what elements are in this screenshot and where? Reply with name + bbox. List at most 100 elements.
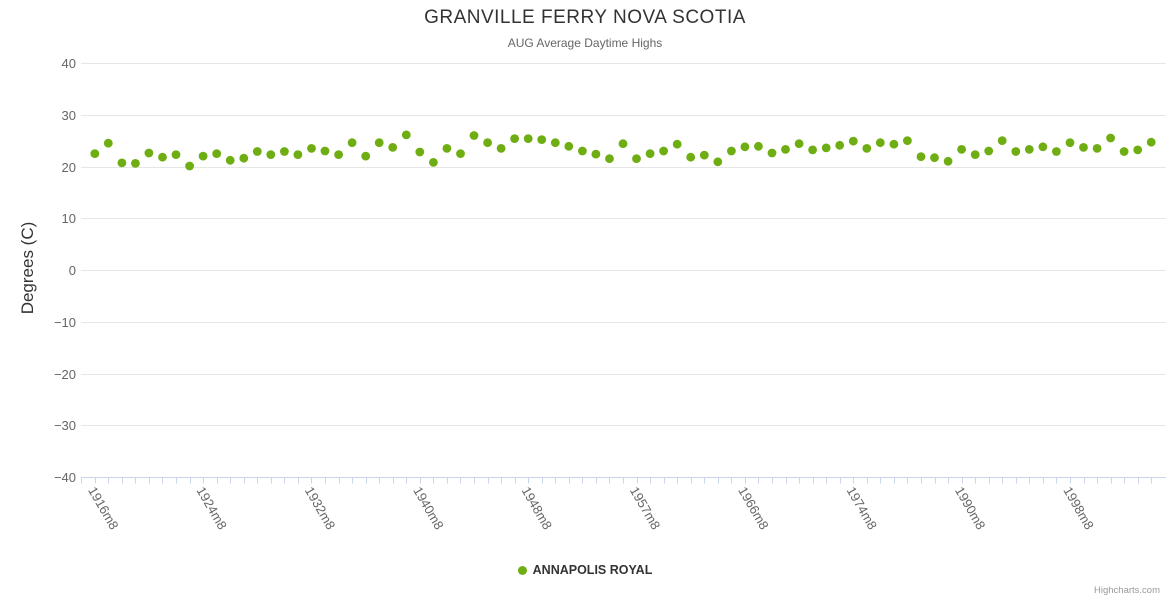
data-point[interactable]: [645, 149, 655, 159]
data-point[interactable]: [1038, 142, 1048, 152]
data-point[interactable]: [699, 150, 709, 160]
x-axis-tick-label: 1990m8: [952, 484, 988, 532]
data-point[interactable]: [564, 141, 574, 151]
legend-item-annapolis-royal[interactable]: ANNAPOLIS ROYAL: [0, 563, 1170, 577]
y-axis-tick-label: 0: [69, 263, 76, 278]
data-point[interactable]: [1119, 147, 1129, 156]
data-point[interactable]: [171, 150, 181, 160]
data-point[interactable]: [117, 158, 127, 168]
data-point[interactable]: [754, 141, 763, 151]
data-point[interactable]: [930, 153, 939, 163]
x-axis-tick-label: 1957m8: [627, 484, 663, 532]
data-point[interactable]: [578, 146, 587, 156]
data-point[interactable]: [388, 143, 398, 152]
data-point[interactable]: [1133, 145, 1143, 155]
data-point[interactable]: [252, 147, 262, 156]
data-point[interactable]: [483, 138, 492, 148]
data-point[interactable]: [361, 151, 371, 161]
y-axis-tick-label: 40: [62, 56, 76, 71]
data-point[interactable]: [1079, 143, 1088, 152]
data-point[interactable]: [848, 136, 858, 146]
data-point[interactable]: [713, 157, 723, 167]
data-point[interactable]: [334, 150, 343, 160]
data-point[interactable]: [591, 149, 601, 159]
data-point[interactable]: [510, 134, 519, 144]
x-axis-tick-label: 1948m8: [519, 484, 555, 532]
data-point[interactable]: [916, 152, 926, 162]
data-point[interactable]: [862, 144, 872, 153]
data-point[interactable]: [618, 139, 628, 149]
data-point[interactable]: [1106, 133, 1115, 143]
data-point[interactable]: [307, 144, 316, 153]
y-axis-tick-label: −40: [54, 470, 76, 485]
data-point[interactable]: [374, 138, 384, 148]
data-point[interactable]: [429, 158, 438, 167]
data-point[interactable]: [185, 161, 195, 171]
data-point[interactable]: [794, 139, 804, 149]
data-point[interactable]: [903, 136, 912, 146]
data-point[interactable]: [889, 139, 899, 149]
data-point[interactable]: [781, 145, 790, 154]
data-point[interactable]: [1052, 147, 1061, 156]
data-point[interactable]: [997, 136, 1007, 146]
data-point[interactable]: [875, 138, 885, 148]
y-axis-tick-label: 30: [62, 108, 76, 123]
data-point[interactable]: [496, 144, 506, 153]
data-point[interactable]: [767, 148, 777, 158]
y-axis-tick-label: −10: [54, 315, 76, 330]
chart-subtitle: AUG Average Daytime Highs: [507, 36, 663, 50]
data-point[interactable]: [957, 145, 966, 154]
data-point[interactable]: [740, 142, 750, 152]
data-point[interactable]: [727, 146, 736, 156]
data-point[interactable]: [1065, 138, 1075, 148]
data-point[interactable]: [835, 140, 845, 150]
data-point[interactable]: [1024, 145, 1034, 154]
data-point[interactable]: [523, 134, 533, 144]
data-point[interactable]: [808, 145, 817, 155]
x-axis-tick-label: 1932m8: [302, 484, 338, 532]
data-point[interactable]: [943, 156, 953, 166]
data-point[interactable]: [347, 138, 357, 148]
data-point[interactable]: [131, 159, 140, 168]
data-point[interactable]: [415, 147, 425, 157]
data-point[interactable]: [469, 131, 479, 140]
data-point[interactable]: [144, 148, 154, 158]
data-point[interactable]: [659, 146, 668, 156]
data-point[interactable]: [401, 130, 411, 140]
x-axis-tick-label: 1916m8: [85, 484, 121, 532]
data-point[interactable]: [442, 144, 452, 153]
y-axis-tick-label: 10: [62, 211, 76, 226]
x-axis-tick-label: 1998m8: [1060, 484, 1096, 532]
x-axis-tick-label: 1974m8: [844, 484, 880, 532]
data-point[interactable]: [293, 150, 303, 160]
data-point[interactable]: [280, 147, 289, 156]
x-axis-tick-label: 1966m8: [735, 484, 771, 532]
data-point[interactable]: [90, 149, 100, 159]
data-point[interactable]: [550, 138, 560, 148]
data-point[interactable]: [239, 153, 249, 163]
data-point[interactable]: [103, 138, 113, 148]
data-point[interactable]: [672, 139, 682, 149]
data-point[interactable]: [605, 154, 614, 164]
data-point[interactable]: [984, 146, 994, 156]
data-point[interactable]: [537, 135, 547, 145]
highcharts-credits-link[interactable]: Highcharts.com: [1094, 585, 1160, 596]
data-point[interactable]: [158, 152, 167, 162]
data-point[interactable]: [456, 149, 465, 159]
data-point[interactable]: [1011, 147, 1021, 156]
data-point[interactable]: [266, 150, 276, 160]
data-point[interactable]: [821, 143, 831, 153]
data-point[interactable]: [632, 154, 641, 164]
data-point[interactable]: [198, 151, 208, 161]
data-point[interactable]: [970, 150, 980, 160]
data-point[interactable]: [320, 146, 330, 156]
data-point[interactable]: [225, 155, 235, 165]
data-point[interactable]: [686, 152, 696, 162]
data-point[interactable]: [1146, 137, 1156, 147]
data-point[interactable]: [1092, 144, 1102, 153]
x-axis-tick-label: 1940m8: [410, 484, 446, 532]
x-axis-tick-label: 1924m8: [194, 484, 230, 532]
data-point[interactable]: [212, 149, 222, 159]
